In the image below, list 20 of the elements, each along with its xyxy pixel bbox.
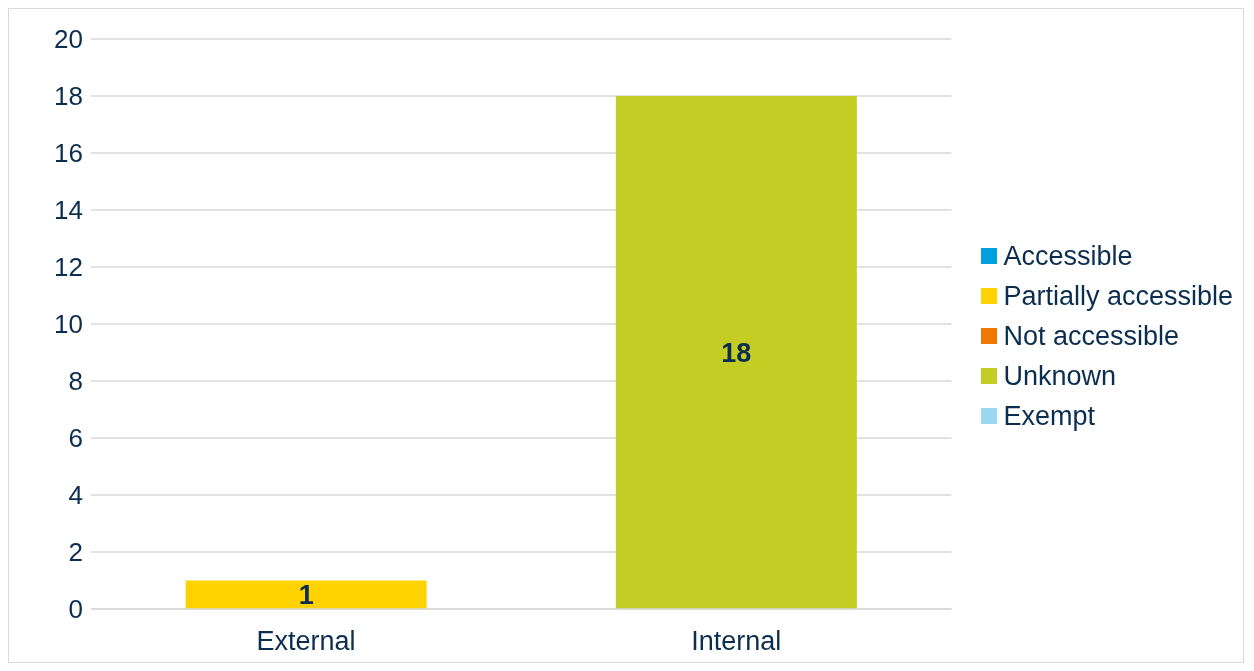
y-tick-label: 8 bbox=[68, 366, 83, 397]
x-tick-label: Internal bbox=[691, 626, 782, 657]
y-tick-label: 18 bbox=[54, 81, 83, 112]
y-tick-label: 20 bbox=[54, 24, 83, 55]
y-tick-label: 2 bbox=[68, 537, 83, 568]
y-tick-label: 12 bbox=[54, 252, 83, 283]
y-tick-label: 14 bbox=[54, 195, 83, 226]
legend-label: Accessible bbox=[1003, 239, 1133, 273]
data-label: 1 bbox=[298, 579, 314, 610]
x-tick-label: External bbox=[256, 626, 356, 657]
data-label: 18 bbox=[721, 337, 752, 368]
y-tick-label: 16 bbox=[54, 138, 83, 169]
legend-label: Partially accessible bbox=[1003, 279, 1233, 313]
y-tick-label: 10 bbox=[54, 309, 83, 340]
y-tick-label: 6 bbox=[68, 423, 83, 454]
y-tick-label: 4 bbox=[68, 480, 83, 511]
legend-label: Exempt bbox=[1003, 399, 1095, 433]
y-tick-label: 0 bbox=[68, 594, 83, 625]
legend-label: Unknown bbox=[1003, 359, 1116, 393]
legend-label: Not accessible bbox=[1003, 319, 1179, 353]
